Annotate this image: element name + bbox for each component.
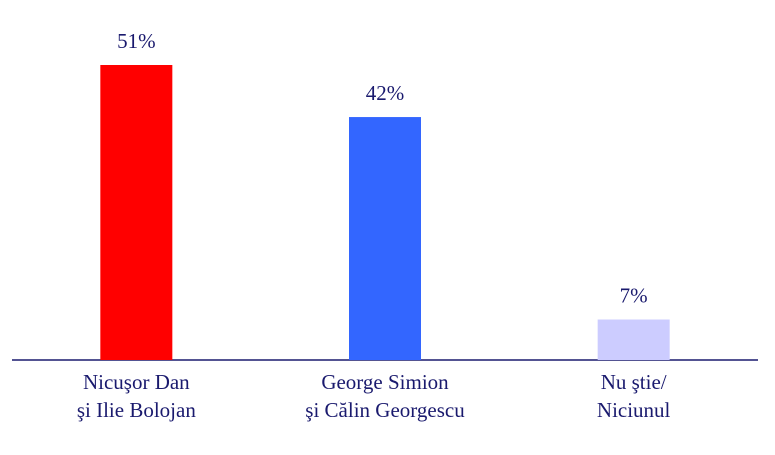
- x-tick-label: Nu ştie/: [601, 370, 667, 394]
- value-label: 7%: [620, 283, 648, 307]
- x-tick-label: Niciunul: [597, 398, 671, 422]
- x-tick-label: Nicuşor Dan: [83, 370, 190, 394]
- bar: [100, 65, 173, 360]
- value-label: 42%: [366, 81, 405, 105]
- bar: [597, 319, 670, 360]
- bar: [349, 117, 421, 360]
- x-tick-label: şi Călin Georgescu: [305, 398, 465, 422]
- x-tick-label: George Simion: [321, 370, 449, 394]
- value-label: 51%: [117, 29, 156, 53]
- x-tick-label: şi Ilie Bolojan: [77, 398, 196, 422]
